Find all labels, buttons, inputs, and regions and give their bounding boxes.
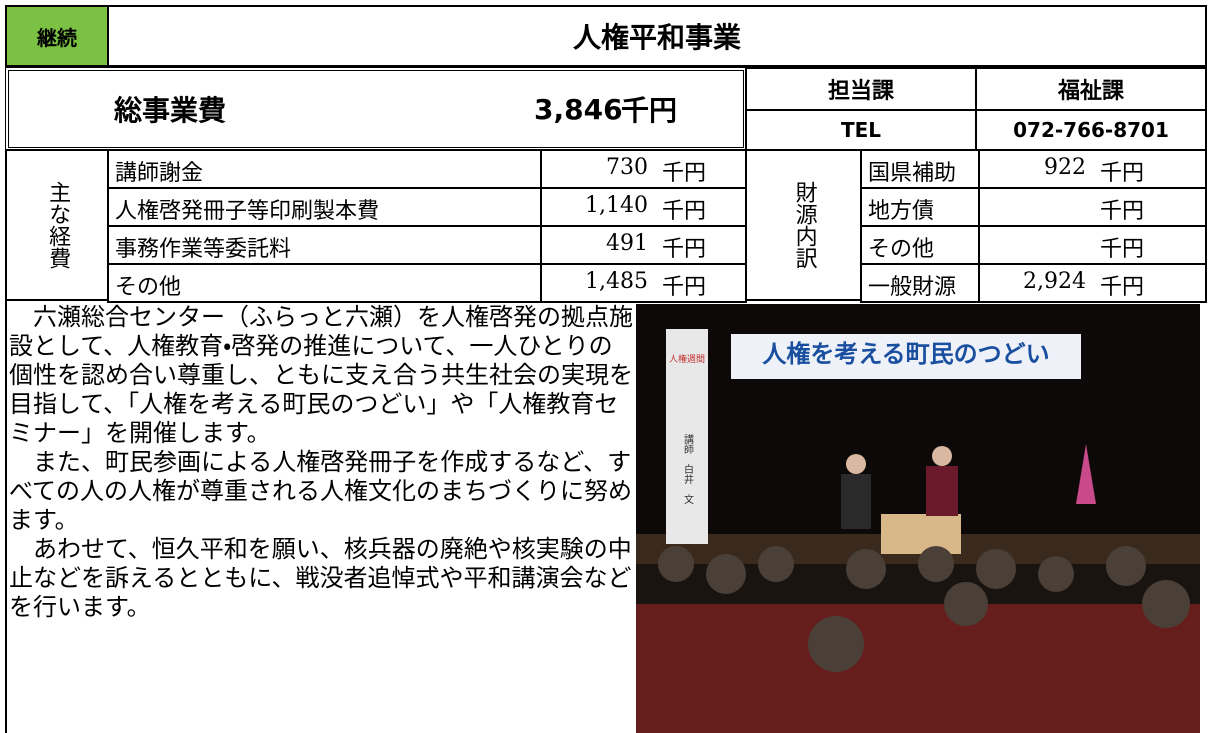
- item-amount: 730: [542, 155, 648, 180]
- amount-cell: [978, 187, 1207, 227]
- description: 六瀬総合センター（ふらっと六瀬）を人権啓発の拠点施設として、人権教育・啓発の推進…: [9, 303, 635, 622]
- item-amount: 2,924: [980, 269, 1086, 294]
- total-amount: 3,846: [534, 93, 623, 126]
- item-name: 地方債: [868, 193, 934, 225]
- tel: 072-766-8701: [1013, 118, 1169, 142]
- paragraph: また、町民参画による人権啓発冊子を作成するなど、すべての人の人権が尊重される人権…: [9, 448, 635, 535]
- status-cell: 継続: [5, 5, 109, 67]
- amount-cell: [978, 225, 1207, 265]
- paragraph: あわせて、恒久平和を願い、核兵器の廃絶や核実験の中止などを訴えるとともに、戦没者…: [9, 535, 635, 622]
- item-unit: 千円: [1100, 231, 1144, 263]
- expenses-label: 主な経費: [45, 181, 69, 269]
- item-name: 人権啓発冊子等印刷製本費: [115, 193, 379, 225]
- item-name: その他: [115, 269, 181, 301]
- funding-label: 財源内訳: [791, 181, 815, 269]
- paragraph: 六瀬総合センター（ふらっと六瀬）を人権啓発の拠点施設として、人権教育・啓発の推進…: [9, 303, 635, 448]
- item-name: 一般財源: [868, 269, 956, 301]
- item-name: その他: [868, 231, 934, 263]
- item-name: 国県補助: [868, 155, 956, 187]
- item-unit: 千円: [1100, 269, 1144, 301]
- item-amount: 922: [980, 155, 1086, 180]
- item-amount: 1,140: [542, 193, 648, 218]
- lecturer: 講師 白井 文: [682, 433, 694, 505]
- expenses-label-cell: 主な経費: [5, 149, 109, 301]
- total-label: 総事業費: [114, 89, 226, 129]
- photo: 人権を考える町民のつどい 人権週間 講師 白井 文: [636, 304, 1200, 733]
- status: 継続: [37, 22, 77, 51]
- title: 人権平和事業: [573, 16, 741, 56]
- dept-label-cell: 担当課: [745, 67, 977, 111]
- dept-value-cell: 福祉課: [975, 67, 1207, 111]
- item-amount: 1,485: [542, 269, 648, 294]
- tel-cell: 072-766-8701: [975, 109, 1207, 151]
- total-unit: 千円: [621, 89, 677, 129]
- funding-label-cell: 財源内訳: [745, 149, 862, 301]
- item-unit: 千円: [1100, 155, 1144, 187]
- tel-label-cell: TEL: [745, 109, 977, 151]
- item-name: 事務作業等委託料: [115, 231, 291, 263]
- dept-label: 担当課: [828, 73, 894, 105]
- tel-label: TEL: [841, 118, 881, 142]
- item-unit: 千円: [1100, 193, 1144, 225]
- total-cell: 総事業費 3,846 千円: [5, 67, 747, 151]
- side-banner: 人権週間: [669, 353, 705, 365]
- item-unit: 千円: [662, 155, 706, 187]
- item-unit: 千円: [662, 269, 706, 301]
- item-unit: 千円: [662, 231, 706, 263]
- title-cell: 人権平和事業: [107, 5, 1207, 67]
- item-amount: 491: [542, 231, 648, 256]
- dept-value: 福祉課: [1058, 73, 1124, 105]
- item-name: 講師謝金: [115, 155, 203, 187]
- page: 継続 人権平和事業 総事業費 3,846 千円 担当課 福祉課 TEL 072-…: [0, 0, 1213, 733]
- banner: 人権を考える町民のつどい: [761, 340, 1049, 368]
- item-unit: 千円: [662, 193, 706, 225]
